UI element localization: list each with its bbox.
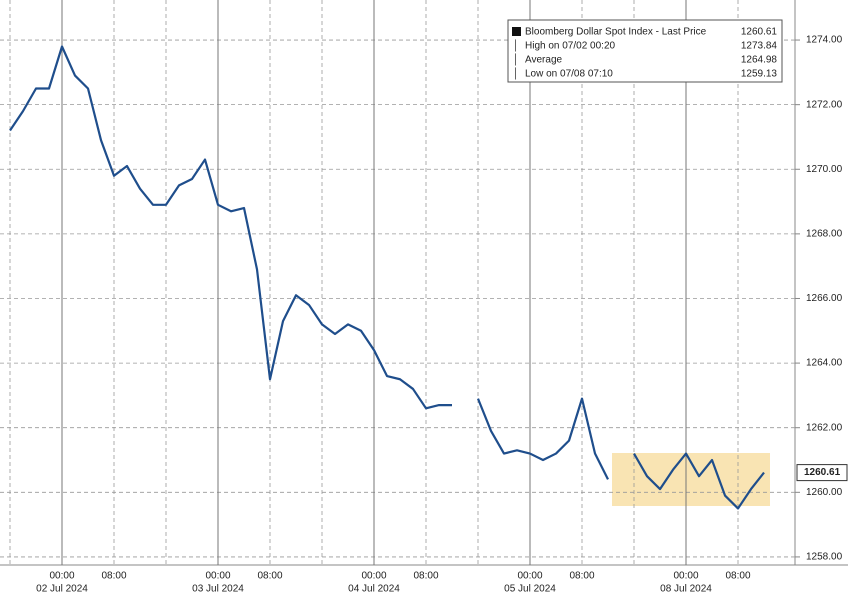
last-price-label: 1260.61 — [804, 467, 841, 478]
y-tick-label: 1258.00 — [806, 552, 843, 563]
y-tick-label: 1264.00 — [806, 358, 843, 369]
x-tick-label: 08:00 — [569, 571, 594, 582]
y-tick-label: 1270.00 — [806, 164, 843, 175]
legend-label: Bloomberg Dollar Spot Index - Last Price — [525, 27, 707, 38]
legend-label: High on 07/02 00:20 — [525, 41, 616, 52]
x-date-label: 03 Jul 2024 — [192, 584, 244, 595]
x-date-label: 04 Jul 2024 — [348, 584, 400, 595]
legend-label: Low on 07/08 07:10 — [525, 69, 613, 80]
x-tick-label: 00:00 — [517, 571, 542, 582]
y-tick-label: 1262.00 — [806, 422, 843, 433]
legend-marker: │ — [513, 39, 519, 53]
y-tick-label: 1266.00 — [806, 293, 843, 304]
x-tick-label: 00:00 — [205, 571, 230, 582]
legend-marker: │ — [513, 67, 519, 81]
x-tick-label: 08:00 — [257, 571, 282, 582]
y-tick-label: 1272.00 — [806, 99, 843, 110]
legend-value: 1260.61 — [741, 27, 778, 38]
x-tick-label: 00:00 — [361, 571, 386, 582]
y-tick-label: 1268.00 — [806, 229, 843, 240]
legend: Bloomberg Dollar Spot Index - Last Price… — [507, 19, 783, 83]
legend-value: 1264.98 — [741, 55, 778, 66]
legend-label: Average — [525, 55, 563, 66]
legend-box — [507, 19, 783, 83]
x-date-label: 08 Jul 2024 — [660, 584, 712, 595]
last-price-box — [796, 464, 848, 482]
x-tick-label: 08:00 — [725, 571, 750, 582]
legend-swatch — [512, 27, 521, 36]
legend-value: 1273.84 — [741, 41, 778, 52]
x-tick-label: 00:00 — [49, 571, 74, 582]
x-date-label: 02 Jul 2024 — [36, 584, 88, 595]
legend-value: 1259.13 — [741, 69, 778, 80]
y-tick-label: 1274.00 — [806, 35, 843, 46]
x-tick-label: 08:00 — [413, 571, 438, 582]
x-tick-label: 08:00 — [101, 571, 126, 582]
price-line — [9, 45, 765, 510]
x-date-label: 05 Jul 2024 — [504, 584, 556, 595]
y-tick-label: 1260.00 — [806, 487, 843, 498]
legend-marker: │ — [513, 53, 519, 67]
x-tick-label: 00:00 — [673, 571, 698, 582]
